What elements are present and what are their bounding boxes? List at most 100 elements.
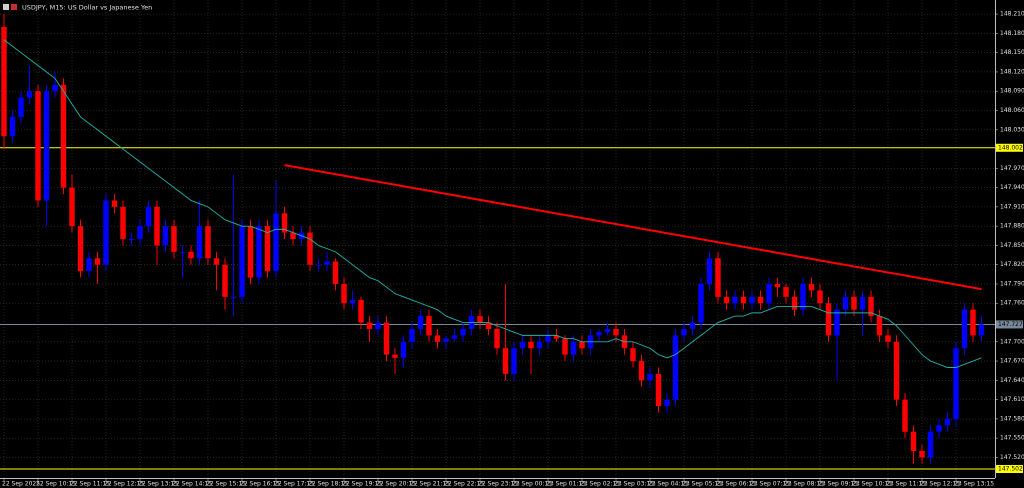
candle-body	[851, 296, 857, 310]
candle-body	[800, 283, 806, 310]
y-tick-label: 147.940	[1000, 184, 1024, 191]
candle-body	[409, 328, 415, 342]
candle-body	[281, 213, 288, 233]
level-label-box	[996, 465, 1023, 474]
candle-body	[290, 232, 296, 239]
candle-body	[477, 316, 483, 323]
y-tick-label: 147.610	[1000, 396, 1024, 403]
candle-body	[536, 341, 543, 349]
y-tick-label: 148.210	[1000, 11, 1024, 18]
y-tick-label: 147.700	[1000, 338, 1024, 345]
candle-body	[128, 239, 135, 240]
candle-body	[689, 322, 696, 329]
candle-body	[239, 226, 245, 297]
x-tick-label: 22 Sep 23:15	[478, 481, 518, 488]
candle-body	[706, 258, 713, 284]
candle-body	[196, 226, 203, 259]
candle-body	[723, 296, 730, 304]
x-tick-label: 23 Sep 05:15	[682, 481, 722, 488]
level-label: 148.002	[998, 144, 1023, 151]
x-tick-label: 23 Sep 08:15	[784, 481, 824, 488]
y-tick-label: 147.880	[1000, 223, 1024, 230]
plot-area	[0, 14, 995, 470]
x-tick-label: 22 Sep 14:15	[172, 481, 212, 488]
candle-body	[876, 316, 883, 336]
candle-body	[315, 264, 322, 266]
x-tick-label: 22 Sep 10:15	[36, 481, 76, 488]
candle-body	[885, 335, 891, 342]
x-tick-label: 22 Sep 15:15	[206, 481, 246, 488]
candle-body	[766, 283, 772, 304]
y-tick-label: 147.640	[1000, 377, 1024, 384]
y-tick-label: 148.150	[1000, 49, 1024, 56]
candle-body	[26, 91, 33, 98]
candle-body	[171, 226, 177, 252]
x-tick-label: 22 Sep 2025	[2, 481, 40, 488]
candle-body	[570, 341, 577, 355]
candle-body	[52, 84, 58, 92]
axes: 148.210 148.180 148.150 148.120 148.090 148.0…	[2, 11, 1024, 488]
x-tick-label: 22 Sep 16:15	[240, 481, 280, 488]
candle-body	[953, 348, 959, 419]
y-tick-label: 147.580	[1000, 415, 1024, 422]
candle-body	[460, 328, 466, 336]
candle-body	[154, 206, 160, 246]
candle-body	[732, 296, 738, 304]
candle-body	[553, 335, 560, 339]
candle-body	[230, 296, 237, 298]
candle-body	[919, 451, 925, 458]
x-tick-label: 22 Sep 21:15	[410, 481, 450, 488]
candle-body	[426, 316, 432, 336]
candle-body	[43, 91, 50, 201]
candle-body	[9, 116, 16, 137]
level-label-box	[996, 320, 1023, 329]
candle-body	[672, 335, 679, 400]
candle-body	[868, 296, 874, 317]
candle-body	[400, 341, 407, 358]
candle-body	[1, 26, 7, 137]
candle-body	[757, 296, 764, 304]
candle-body	[103, 200, 109, 265]
candle-body	[443, 338, 449, 342]
candle-body	[111, 200, 118, 207]
candle-body	[213, 258, 220, 265]
candle-body	[808, 283, 815, 291]
candle-body	[383, 322, 390, 355]
x-tick-label: 23 Sep 03:15	[614, 481, 654, 488]
candle-body	[494, 328, 500, 349]
chart-icon	[11, 4, 17, 10]
candle-body	[630, 348, 636, 362]
candle-body	[783, 287, 789, 297]
candle-body	[604, 328, 611, 333]
candle-body	[528, 341, 534, 349]
candle-body	[324, 261, 330, 265]
x-tick-label: 23 Sep 07:15	[750, 481, 790, 488]
candle-body	[698, 283, 704, 323]
candle-body	[596, 332, 602, 336]
y-tick-label: 147.910	[1000, 203, 1024, 210]
y-tick-label: 147.520	[1000, 454, 1024, 461]
x-tick-label: 22 Sep 20:15	[376, 481, 416, 488]
candle-body	[774, 283, 781, 288]
candle-body	[94, 258, 101, 265]
y-tick-label: 147.550	[1000, 435, 1024, 442]
candle-body	[545, 335, 551, 342]
y-tick-label: 147.850	[1000, 242, 1024, 249]
candle-body	[936, 425, 942, 432]
x-tick-label: 22 Sep 22:15	[444, 481, 484, 488]
x-tick-label: 23 Sep 01:15	[546, 481, 586, 488]
candle-body	[86, 258, 92, 272]
candle-body	[307, 232, 313, 265]
candle-body	[825, 303, 832, 336]
candle-body	[188, 251, 194, 259]
candle-body	[519, 341, 526, 349]
x-tick-label: 22 Sep 11:15	[70, 481, 110, 488]
candle-body	[910, 431, 917, 452]
candle-body	[579, 341, 585, 349]
x-tick-label: 23 Sep 04:15	[648, 481, 688, 488]
x-tick-label: 22 Sep 18:15	[308, 481, 348, 488]
x-tick-label: 23 Sep 11:15	[886, 481, 926, 488]
candle-body	[35, 91, 41, 201]
